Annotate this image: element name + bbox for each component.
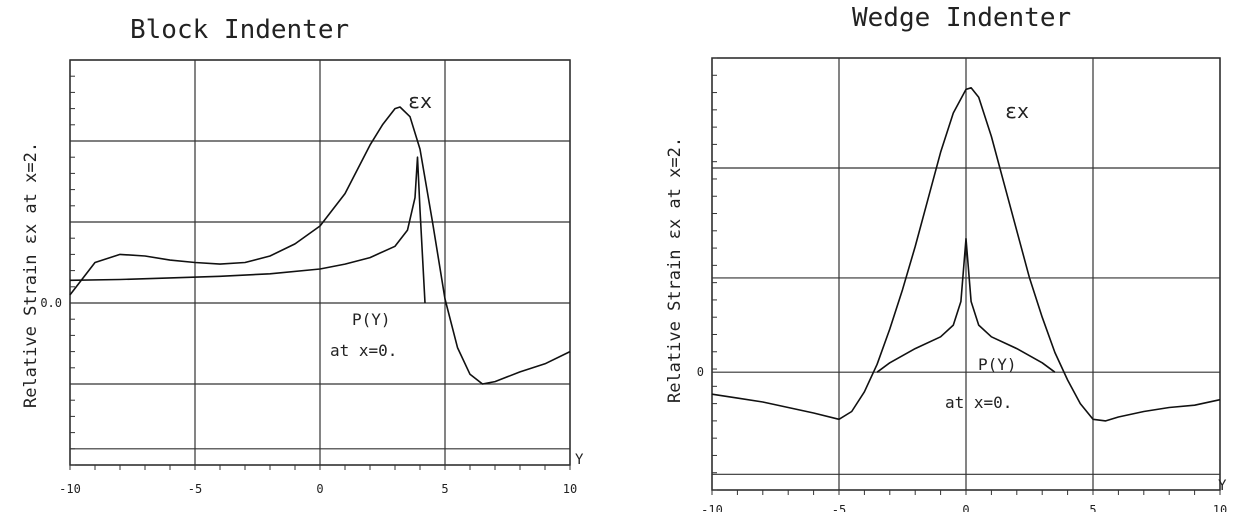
x-axis-label: Y (575, 452, 584, 468)
annotation-at-x0: at x=0. (945, 393, 1012, 412)
x-tick-label: 10 (563, 482, 577, 496)
y-tick-labels: 0.0 (40, 296, 62, 310)
x-tick-labels: -10 -5 0 5 10 (701, 503, 1227, 512)
grid (69, 59, 571, 465)
series-group (711, 87, 1221, 422)
x-tick-label: -5 (188, 482, 202, 496)
block-indenter-panel: Block Indenter Relative Strain εx at x=2… (21, 15, 584, 496)
y-axis-label: Relative Strain εx at x=2. (665, 137, 685, 403)
x-tick-label: 0 (316, 482, 323, 496)
annotation-epsilon-x: εx (1005, 99, 1029, 123)
series-line-p-y (876, 237, 1056, 373)
x-tick-label: -10 (59, 482, 81, 496)
y-tick-labels: 0 (697, 365, 704, 379)
chart-title: Wedge Indenter (852, 3, 1071, 33)
tick-marks (711, 57, 1221, 495)
x-tick-label: 5 (441, 482, 448, 496)
y-axis-label: Relative Strain εx at x=2. (21, 142, 41, 408)
x-tick-label: 10 (1213, 503, 1227, 512)
annotation-p-y: P(Y) (978, 355, 1017, 374)
series-line-epsilon-x (69, 106, 571, 385)
series-line-epsilon-x (711, 87, 1221, 422)
x-tick-label: -5 (832, 503, 846, 512)
series-group (69, 106, 571, 385)
annotation-at-x0: at x=0. (330, 341, 397, 360)
annotation-p-y: P(Y) (352, 310, 391, 329)
series-line-p-y (69, 156, 426, 304)
y-tick-label: 0.0 (40, 296, 62, 310)
x-tick-label: 0 (962, 503, 969, 512)
y-tick-label: 0 (697, 365, 704, 379)
chart-title: Block Indenter (130, 15, 349, 45)
annotation-epsilon-x: εx (408, 89, 432, 113)
x-tick-label: 5 (1089, 503, 1096, 512)
wedge-indenter-panel: Wedge Indenter Relative Strain εx at x=2… (665, 3, 1227, 512)
grid (711, 58, 1221, 490)
x-tick-labels: -10 -5 0 5 10 (59, 482, 577, 496)
tick-marks (69, 59, 571, 470)
x-axis-label: Y (1218, 478, 1227, 494)
x-tick-label: -10 (701, 503, 723, 512)
